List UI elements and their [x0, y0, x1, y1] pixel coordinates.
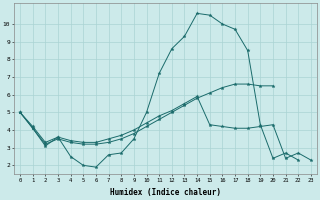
X-axis label: Humidex (Indice chaleur): Humidex (Indice chaleur): [110, 188, 221, 197]
